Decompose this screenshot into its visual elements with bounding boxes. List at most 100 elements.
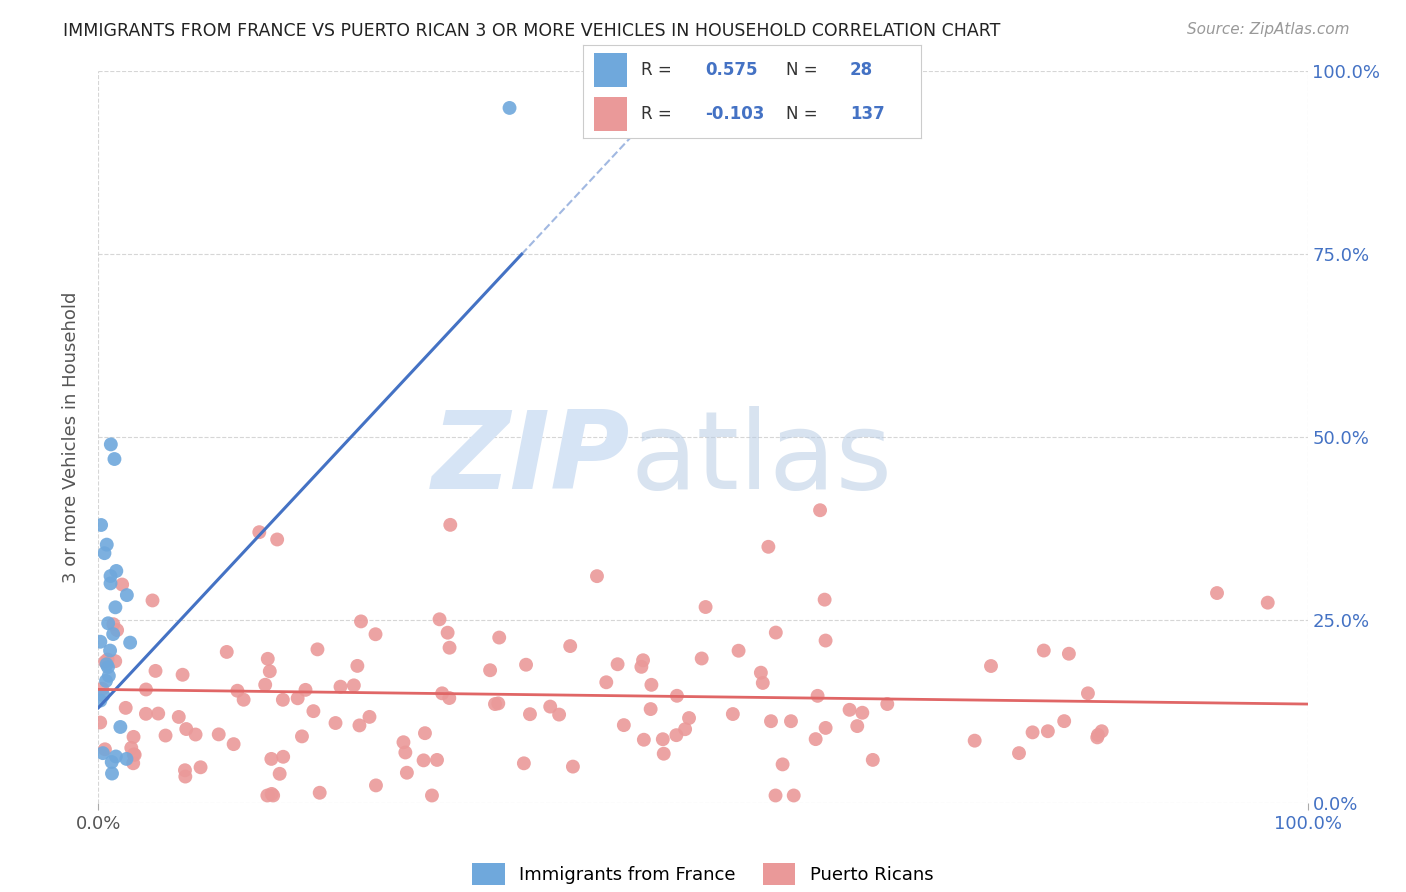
Text: -0.103: -0.103 — [704, 105, 765, 123]
Point — [808, 503, 831, 517]
Point — [260, 752, 283, 766]
Point — [307, 642, 329, 657]
Point — [780, 714, 803, 729]
Point — [595, 675, 617, 690]
Point — [294, 682, 316, 697]
Point — [392, 735, 415, 749]
Point — [752, 676, 775, 690]
Point — [94, 742, 117, 756]
Point — [135, 706, 157, 721]
Text: R =: R = — [641, 61, 676, 78]
Text: IMMIGRANTS FROM FRANCE VS PUERTO RICAN 3 OR MORE VEHICLES IN HOUSEHOLD CORRELATI: IMMIGRANTS FROM FRANCE VS PUERTO RICAN 3… — [63, 22, 1001, 40]
Point — [613, 718, 636, 732]
Point — [652, 747, 675, 761]
Y-axis label: 3 or more Vehicles in Household: 3 or more Vehicles in Household — [62, 292, 80, 582]
Point — [690, 651, 713, 665]
Point — [633, 732, 655, 747]
Point — [100, 437, 122, 451]
Point — [101, 627, 124, 641]
Point — [287, 691, 309, 706]
Point — [101, 766, 124, 780]
Point — [804, 732, 827, 747]
Point — [271, 693, 294, 707]
Point — [846, 719, 869, 733]
Point — [184, 727, 207, 741]
Point — [1036, 724, 1059, 739]
Point — [89, 715, 111, 730]
Point — [488, 631, 510, 645]
Point — [1257, 596, 1279, 610]
Point — [256, 652, 278, 666]
Point — [759, 714, 782, 729]
FancyBboxPatch shape — [593, 97, 627, 131]
Point — [104, 600, 127, 615]
Point — [103, 617, 125, 632]
Point — [100, 576, 122, 591]
Point — [758, 540, 780, 554]
Point — [91, 746, 114, 760]
Point — [519, 707, 541, 722]
Point — [329, 680, 352, 694]
Point — [103, 452, 125, 467]
Point — [122, 730, 145, 744]
Point — [439, 517, 461, 532]
Point — [111, 577, 134, 591]
Point — [120, 740, 142, 755]
Point — [96, 657, 118, 672]
Point — [104, 749, 127, 764]
Point — [484, 697, 506, 711]
Point — [124, 747, 146, 762]
Point — [190, 760, 212, 774]
Point — [695, 600, 717, 615]
Point — [783, 789, 806, 803]
Point — [262, 789, 284, 803]
Point — [271, 749, 294, 764]
Point — [640, 702, 662, 716]
Point — [665, 689, 688, 703]
Point — [486, 697, 509, 711]
Point — [606, 657, 628, 672]
Point — [651, 732, 673, 747]
Point — [247, 525, 270, 540]
Point — [104, 654, 127, 668]
Point — [110, 720, 132, 734]
Point — [90, 518, 112, 533]
Point — [439, 640, 461, 655]
Point — [343, 678, 366, 692]
Point — [1077, 686, 1099, 700]
Point — [174, 763, 197, 777]
Point — [266, 533, 288, 547]
Point — [364, 627, 387, 641]
Point — [862, 753, 884, 767]
Point — [963, 733, 986, 747]
Point — [208, 727, 231, 741]
Point — [1206, 586, 1229, 600]
Point — [727, 644, 749, 658]
Point — [412, 753, 434, 767]
Point — [1053, 714, 1076, 728]
Text: N =: N = — [786, 61, 823, 78]
Point — [167, 710, 190, 724]
Point — [814, 633, 837, 648]
Point — [538, 699, 561, 714]
Point — [115, 752, 138, 766]
Point — [89, 634, 111, 648]
Point — [97, 652, 120, 666]
Point — [561, 759, 583, 773]
Point — [429, 612, 451, 626]
Point — [1057, 647, 1080, 661]
Text: ZIP: ZIP — [432, 406, 630, 512]
Point — [105, 564, 128, 578]
Point — [515, 657, 537, 672]
Point — [122, 756, 145, 771]
Point — [260, 787, 283, 801]
Point — [548, 707, 571, 722]
Point — [100, 569, 122, 583]
Point — [325, 716, 347, 731]
Text: R =: R = — [641, 105, 676, 123]
Point — [91, 688, 114, 702]
Text: 28: 28 — [851, 61, 873, 78]
Point — [630, 660, 652, 674]
Point — [479, 663, 502, 677]
Point — [498, 101, 520, 115]
